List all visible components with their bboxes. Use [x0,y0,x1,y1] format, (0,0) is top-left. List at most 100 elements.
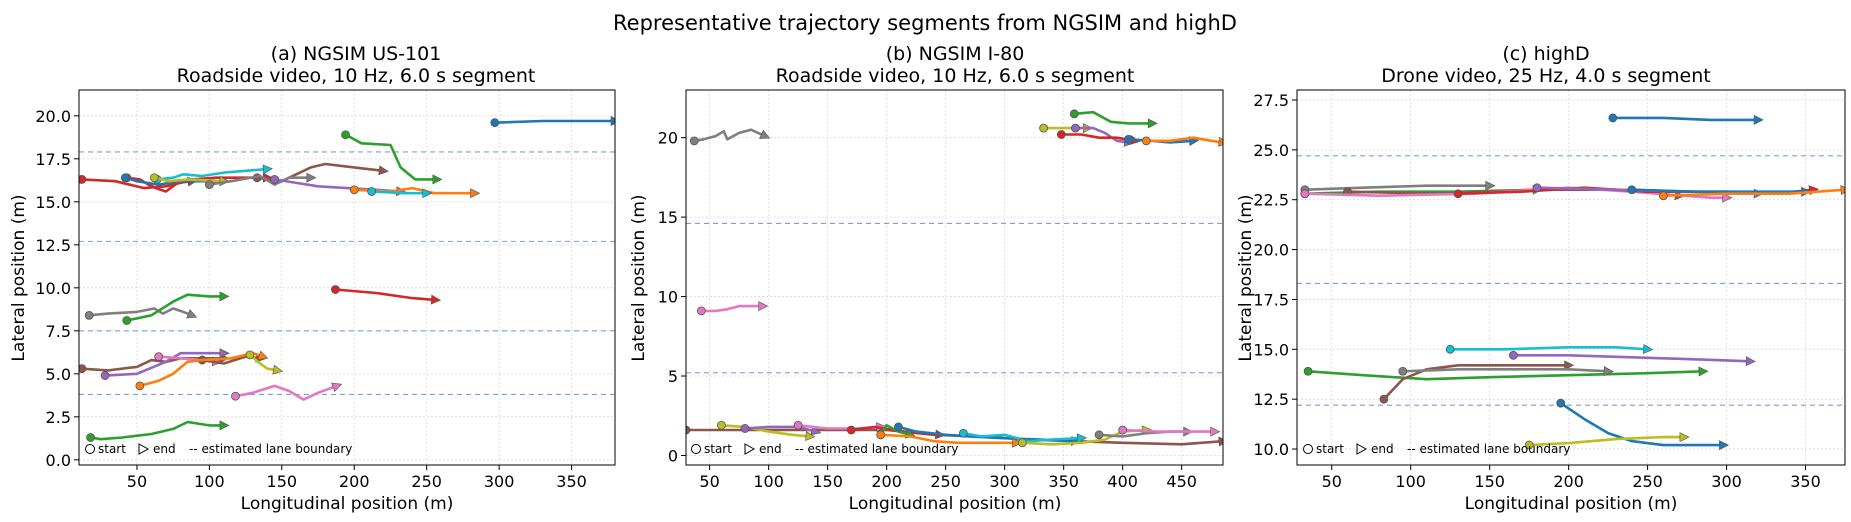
x-tick-label: 350 [1048,472,1079,491]
start-marker [154,352,164,362]
x-tick-label: 350 [1790,472,1821,491]
y-tick-label: 12.5 [35,236,71,255]
end-marker [810,425,822,436]
panel-subtitle: Roadside video, 10 Hz, 6.0 s segment [177,65,536,87]
y-tick-label: 15.0 [35,193,71,212]
y-axis-label: Lateral position (m) [9,194,29,361]
start-marker [1303,366,1313,376]
grid [79,90,615,465]
y-ticks: 0.0 2.5 5.0 7.5 10.0 12.5 15.0 17.5 20.0 [35,107,79,470]
trajectory-line [153,176,226,183]
end-marker [219,420,230,431]
start-marker [1056,130,1066,139]
x-tick-label: 200 [871,472,902,491]
start-marker [1556,398,1566,408]
start-marker [1398,366,1408,376]
y-ticks: 10.0 12.5 15.0 17.5 20.0 22.5 25.0 27.5 [1253,91,1297,459]
end-marker [306,172,317,183]
y-tick-label: 10 [658,288,678,307]
y-tick-label: 10.0 [35,279,71,298]
trajectory-line [1527,435,1686,447]
panel-subtitle: Drone video, 25 Hz, 4.0 s segment [1381,65,1711,87]
x-tick-label: 200 [339,472,370,491]
end-marker [1485,180,1496,191]
trajectory-line [1559,401,1725,447]
x-tick-label: 400 [1107,472,1138,491]
panel-title: (b) NGSIM I-80 [886,43,1025,65]
x-tick-label: 150 [267,472,298,491]
start-marker [686,425,691,435]
start-marker [245,350,255,360]
end-marker [1012,437,1023,448]
panel-i80: (b) NGSIM I-80 Roadside video, 10 Hz, 6.… [629,43,1224,514]
trajectory-line [1074,126,1130,144]
end-marker [219,348,230,359]
end-marker [1745,356,1756,367]
start-marker [793,420,803,430]
panel-subtitle: Roadside video, 10 Hz, 6.0 s segment [776,65,1135,87]
y-axis-label: Lateral position (m) [629,194,649,361]
start-marker-icon [1303,444,1313,454]
x-tick-label: 350 [556,472,587,491]
legend-note: start end -- estimated lane boundary [85,442,352,456]
end-marker [1698,366,1709,377]
start-marker [1608,113,1618,123]
trajectory-line [234,384,339,401]
start-marker [1094,430,1104,440]
trajectory-line [87,307,194,317]
start-marker [846,425,856,435]
y-tick-label: 15.0 [1253,340,1289,359]
x-ticks: 50 100 150 200 250 300 350 400 450 [699,465,1197,491]
legend-lane: -- estimated lane boundary [1407,442,1570,456]
start-marker [122,316,132,325]
x-axis-label: Longitudinal position (m) [1465,494,1678,514]
end-marker [758,301,769,312]
start-marker [894,422,903,432]
y-tick-label: 0 [668,446,678,465]
legend-note: start end -- estimated lane boundary [1303,442,1570,456]
start-marker-icon [85,444,95,454]
end-marker [1603,366,1614,377]
trajectory-line [124,176,226,186]
y-tick-label: 20 [658,129,678,148]
grid [1297,90,1845,465]
legend-start: start [704,442,732,456]
start-marker [1627,185,1637,195]
end-marker [262,164,273,175]
end-marker [759,129,771,139]
x-tick-label: 300 [484,472,515,491]
trajectory-line [879,433,1018,445]
start-marker [1379,394,1389,404]
y-tick-label: 7.5 [46,322,71,341]
end-marker [610,116,615,126]
x-axis-label: Longitudinal position (m) [849,494,1062,514]
y-tick-label: 5 [668,367,678,386]
lane-boundaries [686,222,1223,374]
start-marker [341,130,350,140]
end-marker [422,188,433,199]
x-tick-label: 250 [930,472,961,491]
x-ticks: 50 100 150 200 250 300 350 [127,465,587,491]
trajectory-line [1306,370,1705,381]
figure-title: Representative trajectory segments from … [613,11,1237,35]
plot-frame [685,89,1224,466]
start-marker [270,175,279,184]
y-tick-label: 5.0 [46,365,71,384]
legend-note: start end -- estimated lane boundary [691,442,958,456]
legend-lane: -- estimated lane boundary [795,442,958,456]
end-marker [219,291,230,302]
start-marker [696,306,706,316]
end-marker-icon [744,443,756,455]
start-marker [1524,440,1534,450]
end-marker [432,174,443,185]
start-marker [367,187,377,196]
start-marker [1141,136,1151,146]
start-marker [1508,350,1518,360]
start-marker [86,433,95,442]
trajectory-line [248,353,279,372]
trajectories [1300,113,1845,451]
x-tick-label: 50 [1322,472,1342,491]
end-marker-icon [138,443,150,455]
panel-title: (c) highD [1502,43,1589,65]
